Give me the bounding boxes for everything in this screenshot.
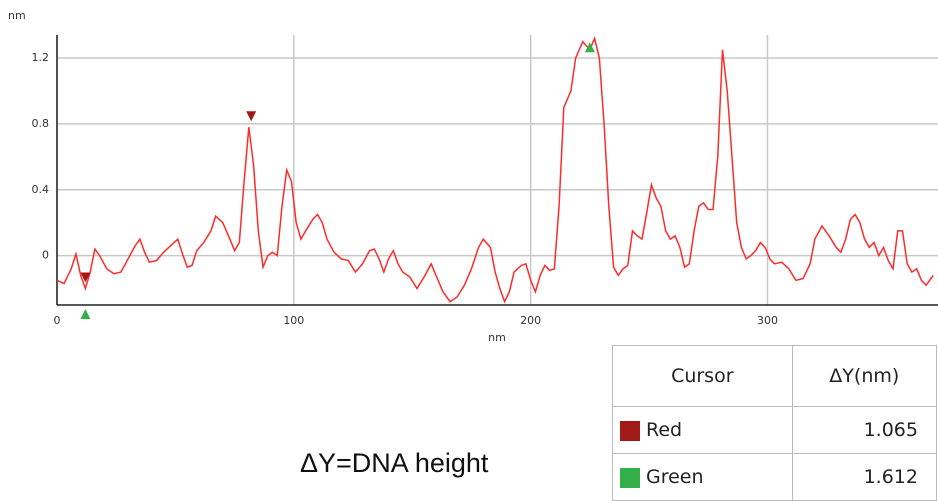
y-axis-label: nm <box>8 9 26 22</box>
x-tick-label: 100 <box>283 314 304 327</box>
x-tick-label: 300 <box>757 314 778 327</box>
cell: 1.065 <box>791 406 938 454</box>
header-cell: Cursor <box>612 345 793 407</box>
y-tick-label: 0.8 <box>32 117 50 130</box>
chart: nm nm 1.2 0.8 0.4 0 0 100 200 300 <box>8 9 938 344</box>
cursor-marker <box>80 272 91 283</box>
header-cell: ΔY(nm) <box>791 345 938 407</box>
swatch <box>620 467 640 488</box>
cursor-marker <box>584 42 595 53</box>
cell: Red <box>612 406 793 454</box>
y-tick-label: 1.2 <box>32 51 50 64</box>
cell: 1.612 <box>791 453 938 501</box>
x-axis-label: nm <box>488 331 506 344</box>
cursor-marker <box>80 309 91 319</box>
x-tick-label: 0 <box>54 314 61 327</box>
profile-line <box>56 35 934 304</box>
cursor-marker <box>246 111 257 122</box>
cursor-name: Red <box>646 419 683 441</box>
cell: Green <box>612 453 793 501</box>
y-tick-label: 0 <box>42 249 49 262</box>
cursor-table: Cursor ΔY(nm) Red 1.065 Green 1.612 <box>612 345 938 501</box>
cursor-name: Green <box>646 466 704 488</box>
swatch <box>620 420 640 441</box>
y-tick-label: 0.4 <box>32 183 50 196</box>
caption: ΔY=DNA height <box>300 448 489 478</box>
x-tick-label: 200 <box>520 314 541 327</box>
